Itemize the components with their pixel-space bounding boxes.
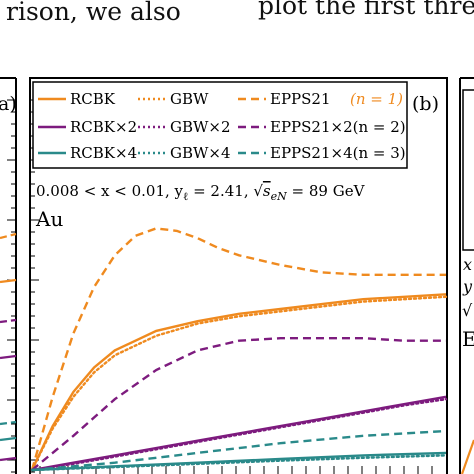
panel-label-b: (b) <box>412 93 439 115</box>
left-teal-dashed <box>0 420 17 426</box>
legend-box <box>32 81 408 169</box>
legend-label: GBW×2 <box>170 118 231 136</box>
series-line-0 <box>30 293 447 471</box>
panel-label-a: a) <box>0 93 17 115</box>
legend-label: GBW×4 <box>170 144 231 162</box>
left-purple-solid-2 <box>0 456 17 462</box>
page-text-left: rison, we also <box>6 0 181 26</box>
legend-label: RCBK×2 <box>70 118 137 136</box>
left-orange-solid <box>0 278 17 284</box>
legend-label: EPPS21×4(n = 3) <box>270 144 406 162</box>
legend-label: EPPS21 <box>270 90 331 108</box>
right-panel: x y √ E <box>459 77 474 474</box>
left-purple-dashed <box>0 318 17 324</box>
series-line-8 <box>31 429 447 472</box>
left-panel: a) <box>0 77 17 474</box>
kinematic-annotation: 0.008 < x < 0.01, yℓ = 2.41, √seN = 89 G… <box>36 182 366 203</box>
series-line-4 <box>30 398 448 472</box>
legend-items: RCBK GBW EPPS21 (n = 1) RCBK×2 GBW×2 EPPS21×2(… <box>38 90 406 162</box>
left-teal-solid <box>0 436 17 442</box>
series-line-7 <box>30 454 448 472</box>
series-line-1 <box>30 295 448 472</box>
legend-label: GBW <box>170 90 209 108</box>
right-fragment-sqrt: √ <box>462 301 473 320</box>
left-orange-dashed <box>0 232 17 240</box>
right-curve <box>460 439 474 474</box>
left-panel-ticks <box>7 99 15 473</box>
right-fragment-y: y <box>462 277 473 296</box>
series-line-5 <box>31 337 446 471</box>
main-plot-frame <box>29 77 448 474</box>
right-legend-edge <box>462 89 474 251</box>
legend-label: RCBK <box>70 90 116 108</box>
legend-label: (n = 1) <box>350 90 403 108</box>
series-line-2 <box>30 227 446 471</box>
legend-label: RCBK×4 <box>70 144 137 162</box>
left-purple-solid <box>0 354 17 360</box>
curves-group <box>30 227 448 472</box>
legend-label: EPPS21×2(n = 2) <box>270 118 406 136</box>
page-text-right: plot the first three <box>258 0 474 20</box>
main-panel: RCBK GBW EPPS21 (n = 1) RCBK×2 GBW×2 EPPS21×2(… <box>29 77 448 474</box>
nucleus-label: Au <box>35 207 63 231</box>
right-fragment-e: E <box>462 327 474 351</box>
right-fragment-x: x <box>463 255 472 274</box>
